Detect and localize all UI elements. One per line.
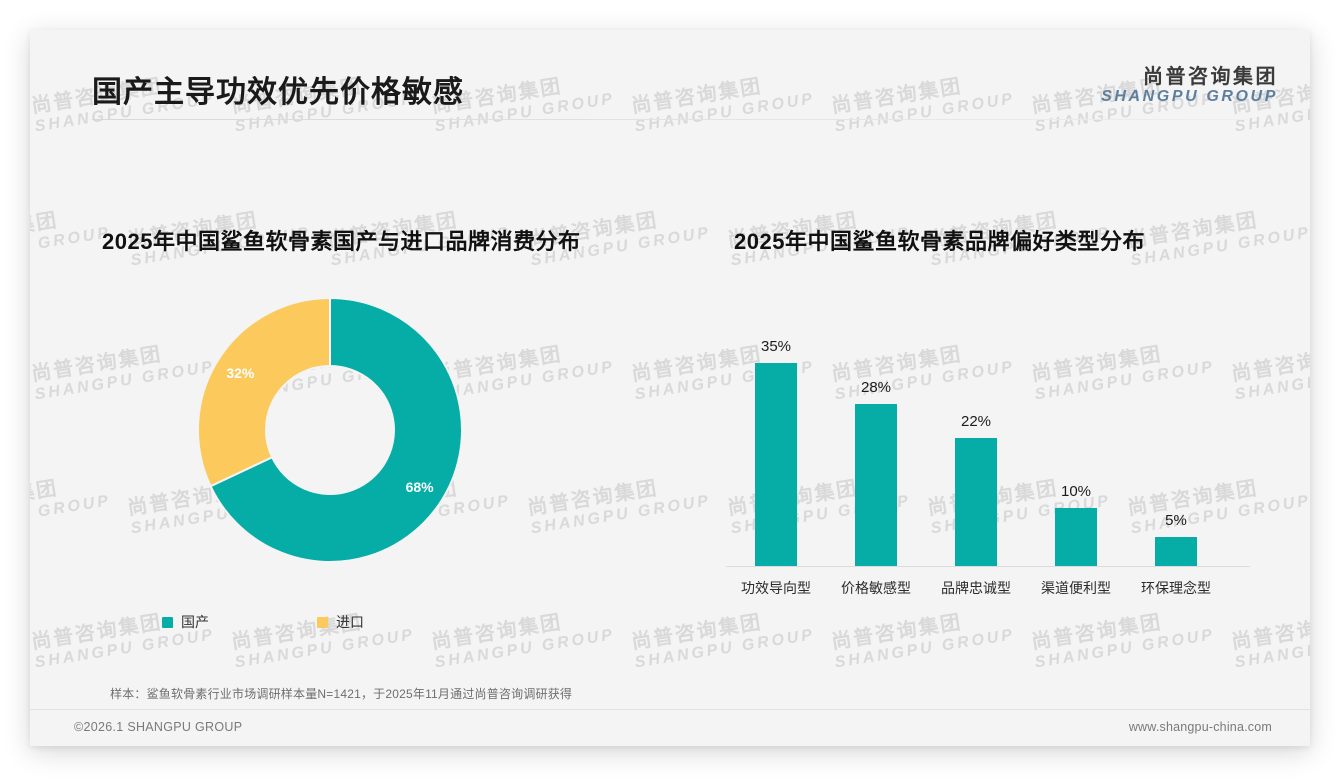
legend-swatch-icon [162, 616, 173, 628]
legend-swatch-icon [317, 616, 328, 628]
donut-value-label: 68% [406, 479, 435, 495]
donut-slice[interactable] [197, 296, 331, 488]
legend-label: 国产 [181, 614, 209, 630]
bar-chart-title: 2025年中国鲨鱼软骨素品牌偏好类型分布 [734, 229, 1145, 254]
legend-label: 进口 [336, 614, 364, 630]
donut-slice[interactable] [209, 296, 463, 563]
footer-website: www.shangpu-china.com [1128, 720, 1272, 734]
bar-value-label: 5% [1165, 512, 1187, 529]
bar-column[interactable]: 22% [926, 286, 1026, 566]
bar-value-label: 28% [860, 379, 892, 396]
bar-category-labels: 功效导向型 价格敏感型 品牌忠诚型 渠道便利型 环保理念型 [724, 578, 1254, 604]
bar-rect[interactable] [755, 363, 797, 566]
bar-column[interactable]: 28% [826, 286, 926, 566]
bar-column[interactable]: 5% [1126, 286, 1226, 566]
footer-copyright: ©2026.1 SHANGPU GROUP [74, 720, 243, 734]
bar-column[interactable]: 35% [726, 286, 826, 566]
page-title: 国产主导功效优先价格敏感 [92, 76, 464, 109]
donut-svg: 68% 32% [197, 296, 463, 563]
sample-footnote: 样本：鲨鱼软骨素行业市场调研样本量N=1421，于2025年11月通过尚普咨询调… [110, 687, 573, 701]
bar-rect[interactable] [1055, 508, 1097, 566]
bar-category-label: 功效导向型 [741, 580, 811, 596]
bar-value-label: 10% [1060, 483, 1092, 500]
bar-rect[interactable] [855, 404, 897, 566]
bar-value-label: 22% [960, 413, 992, 430]
bar-value-label: 35% [760, 338, 792, 355]
bar-rect[interactable] [1155, 537, 1197, 566]
slide-header: 国产主导功效优先价格敏感 尚普咨询集团 SHANGPU GROUP [30, 30, 1310, 122]
brand-name-en: SHANGPU GROUP [1101, 88, 1278, 106]
bar-column[interactable]: 10% [1026, 286, 1126, 566]
header-divider [92, 119, 1248, 120]
legend-item[interactable]: 进口 [317, 612, 364, 632]
donut-legend: 国产 进口 [162, 612, 562, 632]
bar-category-label: 渠道便利型 [1041, 580, 1111, 596]
donut-chart-title: 2025年中国鲨鱼软骨素国产与进口品牌消费分布 [102, 229, 581, 254]
legend-item[interactable]: 国产 [162, 612, 209, 632]
donut-value-label: 32% [226, 365, 255, 381]
bar-chart: 35% 28% 22% 10% 5% 功效导向型 价格敏感型 品牌忠诚型 渠道便利型 环保理念型 [724, 286, 1254, 606]
slide-card: 尚普咨询集团 SHANGPU GROUP 尚普咨询集团 SHANGPU GROUP 尚普… [30, 30, 1310, 746]
bar-category-label: 品牌忠诚型 [941, 580, 1011, 596]
slide-footer: ©2026.1 SHANGPU GROUP www.shangpu-china.… [30, 710, 1310, 746]
donut-slices [197, 296, 463, 563]
footer-divider [30, 709, 1310, 710]
brand-name-cn: 尚普咨询集团 [1143, 66, 1278, 88]
bar-category-label: 环保理念型 [1141, 580, 1211, 596]
bar-category-label: 价格敏感型 [841, 580, 911, 596]
brand-logo: 尚普咨询集团 SHANGPU GROUP [1101, 66, 1278, 106]
bar-plot-area: 35% 28% 22% 10% 5% [724, 286, 1254, 566]
donut-value-labels: 68% 32% [226, 365, 434, 495]
bar-axis-line [726, 566, 1250, 567]
donut-chart: 68% 32% [196, 296, 464, 564]
donut-chart-panel: 2025年中国鲨鱼软骨素国产与进口品牌消费分布 68% 32% 国产 进口 [72, 190, 692, 670]
bar-rect[interactable] [955, 438, 997, 566]
bar-chart-panel: 2025年中国鲨鱼软骨素品牌偏好类型分布 35% 28% 22% 10% 5% 功效导向… [702, 190, 1272, 670]
